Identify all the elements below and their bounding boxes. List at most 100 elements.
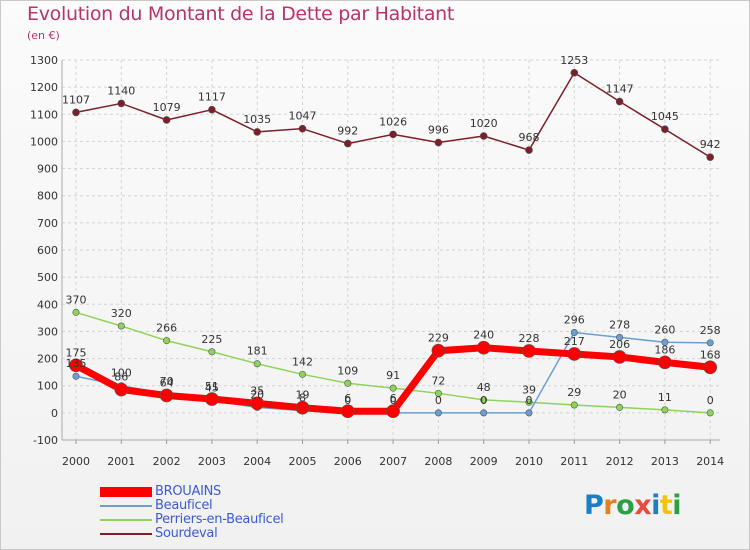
y-tick-label: 800 — [37, 190, 58, 203]
data-label-perriers-en-beauficel: 0 — [707, 394, 714, 407]
data-point-perriers-en-beauficel — [344, 379, 352, 387]
data-label-sourdeval: 1079 — [153, 101, 181, 114]
data-label-beauficel: 0 — [344, 394, 351, 407]
data-label-beauficel: 0 — [526, 394, 533, 407]
data-label-beauficel: 0 — [435, 394, 442, 407]
y-tick-label: 300 — [37, 325, 58, 338]
data-point-beauficel — [480, 409, 488, 417]
data-label-brouains: 228 — [519, 332, 540, 345]
x-tick-label: 2010 — [515, 455, 543, 468]
data-label-beauficel: 100 — [111, 367, 132, 380]
data-label-sourdeval: 942 — [700, 138, 721, 151]
data-label-perriers-en-beauficel: 29 — [567, 386, 581, 399]
data-point-perriers-en-beauficel — [72, 308, 80, 316]
y-tick-label: 200 — [37, 353, 58, 366]
data-label-sourdeval: 968 — [519, 131, 540, 144]
data-label-perriers-en-beauficel: 39 — [522, 383, 536, 396]
legend-item-perriers: Perriers-en-Beauficel — [100, 513, 284, 527]
x-tick-label: 2008 — [424, 455, 452, 468]
y-tick-label: 1100 — [30, 108, 58, 121]
data-point-brouains — [114, 382, 129, 397]
legend-label-perriers: Perriers-en-Beauficel — [155, 512, 284, 527]
data-point-brouains — [703, 360, 718, 375]
data-label-sourdeval: 1117 — [198, 91, 226, 104]
data-label-perriers-en-beauficel: 142 — [292, 355, 313, 368]
data-point-sourdeval — [72, 108, 80, 117]
data-point-sourdeval — [525, 146, 533, 154]
data-point-brouains — [658, 355, 672, 370]
data-point-perriers-en-beauficel — [480, 396, 488, 404]
data-point-brouains — [250, 396, 265, 411]
data-point-brouains — [295, 400, 310, 415]
y-tick-label: 700 — [37, 217, 58, 230]
data-label-beauficel: 20 — [250, 388, 264, 401]
data-label-brouains: 64 — [160, 376, 174, 389]
y-tick-label: 1300 — [30, 54, 58, 67]
data-point-brouains — [522, 344, 536, 358]
x-axis: 2000 2001 2002 2003 2004 2005 2006 2007 2008 2009… — [62, 439, 724, 468]
data-label-brouains: 206 — [609, 338, 630, 351]
data-label-perriers-en-beauficel: 370 — [66, 293, 87, 306]
series-lines — [69, 68, 718, 419]
chart-subtitle: (en €) — [27, 29, 60, 42]
legend-swatch-sourdeval — [100, 533, 152, 535]
proxiti-logo: Proxiti — [584, 490, 682, 521]
data-point-perriers-en-beauficel — [208, 348, 216, 356]
legend-swatch-brouains — [100, 487, 152, 497]
data-point-sourdeval — [661, 125, 669, 134]
data-label-sourdeval: 1047 — [289, 110, 317, 123]
y-tick-label: 1000 — [30, 135, 58, 148]
data-label-brouains: 168 — [700, 348, 721, 361]
data-point-sourdeval — [389, 130, 397, 139]
data-label-brouains: 6 — [344, 392, 351, 405]
logo-letter: o — [616, 490, 635, 521]
data-label-brouains: 217 — [564, 335, 585, 348]
data-label-perriers-en-beauficel: 181 — [247, 345, 268, 358]
data-label-sourdeval: 992 — [337, 125, 358, 138]
y-tick-label: 1200 — [30, 81, 58, 94]
y-tick-label: 500 — [37, 271, 58, 284]
x-tick-label: 2001 — [107, 455, 135, 468]
data-label-beauficel: 296 — [564, 314, 585, 327]
data-label-beauficel: 0 — [390, 394, 397, 407]
data-label-sourdeval: 996 — [428, 124, 449, 137]
data-label-beauficel: 258 — [700, 324, 721, 337]
data-labels: 1107 1140 1079 1117 1035 1047 992 1026 996 1020 96… — [62, 54, 721, 407]
y-tick-label: -100 — [33, 434, 58, 447]
data-point-sourdeval — [117, 99, 126, 108]
data-point-sourdeval — [208, 105, 216, 114]
logo-letter: x — [634, 490, 652, 521]
data-point-beauficel — [706, 339, 714, 347]
data-point-perriers-en-beauficel — [570, 401, 578, 409]
data-point-beauficel — [525, 409, 533, 417]
data-point-perriers-en-beauficel — [117, 322, 125, 330]
data-label-brouains: 175 — [66, 346, 87, 359]
data-point-sourdeval — [298, 124, 307, 133]
data-label-sourdeval: 1045 — [651, 110, 679, 123]
data-label-sourdeval: 1253 — [560, 54, 588, 67]
data-label-perriers-en-beauficel: 109 — [337, 364, 358, 377]
y-axis: -100 0 100 200 300 400 500 600 700 800 900 1000 1100… — [30, 54, 63, 447]
data-point-brouains — [340, 404, 355, 419]
data-label-perriers-en-beauficel: 48 — [477, 381, 491, 394]
data-point-brouains — [205, 392, 219, 406]
data-point-brouains — [431, 343, 446, 358]
data-point-beauficel — [661, 338, 669, 346]
x-tick-label: 2007 — [379, 455, 407, 468]
data-label-sourdeval: 1147 — [606, 83, 634, 96]
legend-swatch-perriers — [100, 519, 152, 521]
y-tick-label: 100 — [37, 380, 58, 393]
data-point-brouains — [159, 388, 174, 403]
data-point-perriers-en-beauficel — [434, 389, 442, 397]
data-label-brouains: 35 — [250, 384, 264, 397]
data-point-beauficel — [570, 329, 578, 337]
data-label-beauficel: 260 — [654, 323, 675, 336]
data-point-brouains — [69, 358, 83, 373]
data-label-sourdeval: 1020 — [470, 117, 498, 130]
x-tick-label: 2006 — [334, 455, 362, 468]
data-label-beauficel: 8 — [299, 392, 306, 405]
data-point-brouains — [612, 350, 627, 364]
data-label-brouains: 240 — [473, 329, 494, 342]
data-point-sourdeval — [479, 132, 488, 140]
x-tick-label: 2013 — [651, 455, 679, 468]
